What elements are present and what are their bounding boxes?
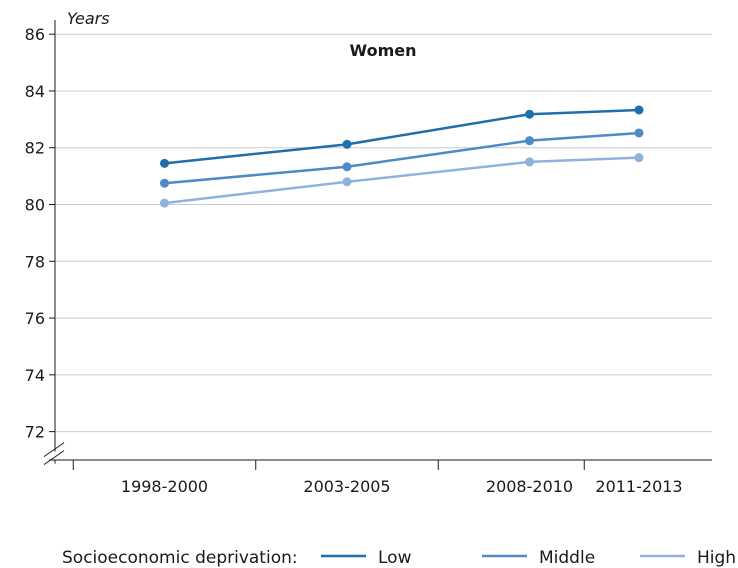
y-axis-label: Years <box>67 9 110 28</box>
y-tick-label: 74 <box>25 366 45 385</box>
y-tick-label: 76 <box>25 309 45 328</box>
y-tick-label: 86 <box>25 25 45 44</box>
data-point-low <box>160 158 169 168</box>
series-lines <box>160 105 644 208</box>
data-point-high <box>525 157 534 167</box>
legend-label-middle: Middle <box>539 548 595 568</box>
y-tick-label: 82 <box>25 139 45 158</box>
y-tick-label: 84 <box>25 82 45 101</box>
data-point-high <box>342 177 352 187</box>
series-line-middle <box>164 131 640 185</box>
y-tick-label: 72 <box>25 423 45 442</box>
data-point-middle <box>342 162 352 172</box>
axis-break-mark <box>43 442 65 458</box>
chart-title: Women <box>350 41 417 60</box>
data-point-low <box>525 109 534 119</box>
y-tick-label: 80 <box>25 196 45 215</box>
legend-label-low: Low <box>378 548 412 568</box>
data-point-low <box>342 139 352 149</box>
grid-lines <box>55 33 712 433</box>
data-point-high <box>160 198 169 208</box>
data-point-middle <box>160 178 169 188</box>
x-tick-label: 2011-2013 <box>595 477 682 496</box>
series-line-low <box>164 108 640 165</box>
axis-break-mark <box>43 450 65 466</box>
y-tick-label: 78 <box>25 252 45 271</box>
x-axis: 1998-2000 2003-2005 2008-2010 2011-2013 <box>49 459 712 496</box>
legend-title: Socioeconomic deprivation: <box>62 548 298 568</box>
series-line-high <box>164 156 640 205</box>
data-point-high <box>634 153 644 163</box>
x-tick-label: 1998-2000 <box>121 477 208 496</box>
data-point-low <box>634 105 644 115</box>
x-tick-label: 2008-2010 <box>486 477 573 496</box>
legend: Socioeconomic deprivation: Low Middle High <box>62 548 736 568</box>
data-point-middle <box>525 136 534 146</box>
y-axis: 72 74 76 78 80 82 84 86 <box>25 20 65 466</box>
legend-label-high: High <box>697 548 736 568</box>
x-tick-label: 2003-2005 <box>303 477 390 496</box>
data-point-middle <box>634 128 644 138</box>
